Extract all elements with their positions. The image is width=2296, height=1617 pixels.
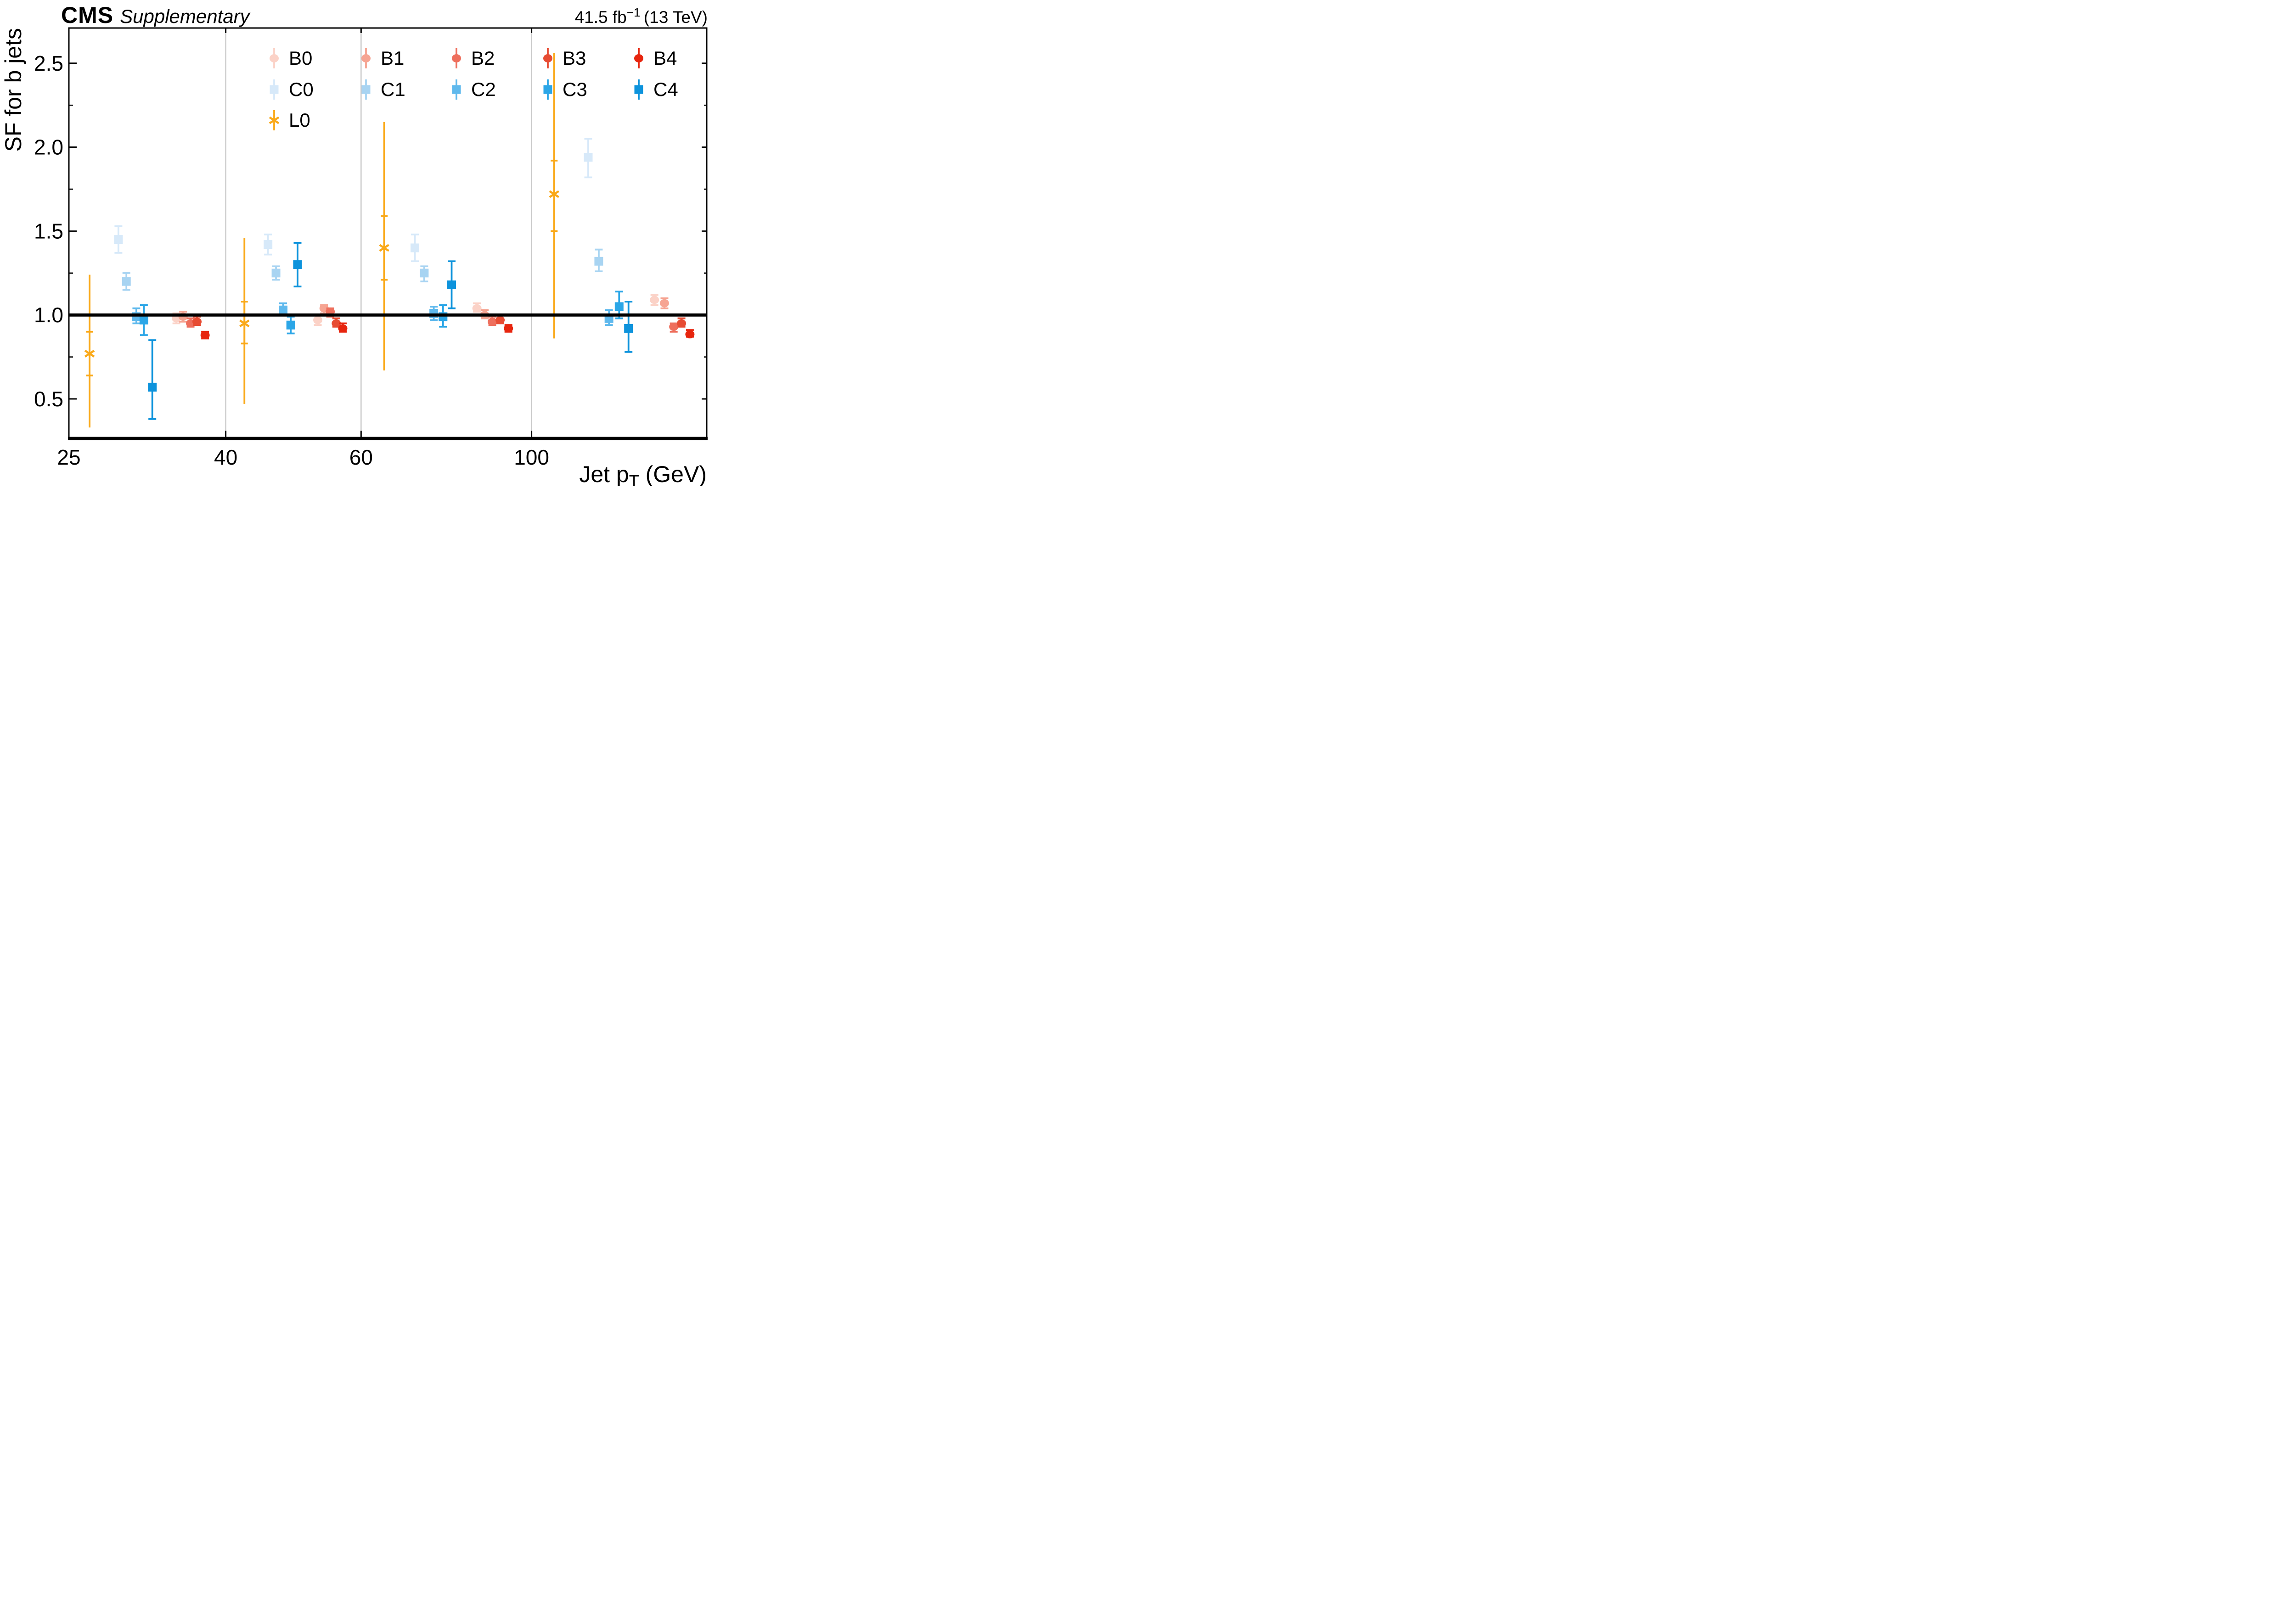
legend-label-B0: B0 (289, 47, 312, 69)
legend-entry-B1: B1 (361, 47, 404, 69)
lumi-value: 41.5 fb (574, 8, 627, 27)
x-tick-label-60: 60 (349, 445, 373, 469)
marker-C0-0 (114, 235, 123, 244)
legend-entry-B4: B4 (634, 47, 677, 69)
experiment-label: CMS (61, 2, 114, 28)
legend-entry-C2: C2 (452, 79, 496, 100)
series-C3 (139, 291, 624, 336)
figure: CMS Supplementary 41.5 fb−1 (13 TeV) 25 4… (0, 0, 709, 486)
series-L0 (84, 53, 560, 428)
legend-entry-B0: B0 (270, 47, 312, 69)
marker-B3-3 (677, 319, 687, 328)
legend-marker-C2 (452, 85, 461, 94)
marker-L0-3 (549, 190, 560, 198)
marker-B2-3 (669, 322, 679, 331)
legend-marker-L0 (269, 116, 280, 124)
marker-B3-2 (495, 316, 505, 325)
marker-L0-1 (239, 320, 250, 327)
marker-C4-2 (447, 280, 456, 289)
marker-C1-3 (594, 257, 603, 266)
marker-C1-2 (420, 269, 429, 278)
legend-marker-B2 (452, 54, 461, 62)
marker-B0-1 (313, 316, 323, 325)
series-C4 (148, 242, 633, 420)
marker-C1-1 (271, 269, 281, 278)
legend: B0 B1 B2 B3 B4 C0 C1 C2 C3 C4 L0 (269, 47, 678, 131)
legend-entry-B3: B3 (543, 47, 586, 69)
marker-C4-0 (148, 382, 157, 392)
marker-C0-1 (264, 240, 273, 249)
header-left: CMS Supplementary (61, 2, 250, 28)
legend-label-B2: B2 (471, 47, 495, 69)
marker-C1-0 (122, 277, 131, 286)
marker-C0-2 (411, 243, 420, 253)
x-tick-label-100: 100 (514, 445, 549, 469)
marker-C3-1 (286, 320, 295, 330)
legend-marker-C4 (634, 85, 643, 94)
chart-canvas: 25 40 60 100 0.5 1.0 1.5 2.0 2.5 Jet pT (GeV) SF f… (0, 27, 708, 486)
marker-L0-0 (84, 349, 95, 358)
legend-marker-C0 (270, 85, 279, 94)
legend-entry-C3: C3 (543, 79, 587, 100)
marker-C4-3 (624, 324, 633, 333)
supplementary-label: Supplementary (120, 6, 250, 27)
legend-marker-B3 (543, 54, 552, 62)
lumi-energy: (13 TeV) (640, 8, 708, 27)
legend-label-C3: C3 (563, 79, 587, 100)
legend-marker-B4 (634, 54, 643, 62)
y-tick-label-0.5: 0.5 (34, 387, 63, 411)
x-tick-label-25: 25 (57, 445, 80, 469)
y-tick-label-2.5: 2.5 (34, 51, 63, 75)
series-C1 (122, 248, 603, 291)
series-B2 (186, 307, 679, 333)
legend-entry-C0: C0 (270, 79, 314, 100)
legend-label-C2: C2 (471, 79, 496, 100)
marker-C4-1 (293, 260, 302, 269)
marker-B4-2 (504, 324, 513, 333)
marker-C2-1 (279, 305, 288, 314)
marker-B4-3 (685, 330, 695, 339)
marker-L0-2 (379, 244, 389, 252)
x-axis-title: Jet pT (GeV) (579, 461, 707, 486)
marker-B3-0 (192, 317, 202, 326)
series-B1 (178, 297, 669, 323)
legend-label-B1: B1 (381, 47, 404, 69)
legend-label-C1: C1 (381, 79, 405, 100)
marker-B0-2 (472, 304, 482, 313)
series-B0 (172, 294, 659, 326)
legend-entry-L0: L0 (269, 109, 310, 131)
y-tick-label-1.5: 1.5 (34, 219, 63, 243)
marker-B4-1 (338, 324, 348, 333)
series-C0 (114, 138, 593, 263)
legend-label-B4: B4 (653, 47, 677, 69)
legend-label-C0: C0 (289, 79, 314, 100)
marker-C3-3 (614, 302, 624, 311)
y-tick-label-2.0: 2.0 (34, 135, 63, 159)
marker-B3-1 (332, 319, 341, 328)
legend-label-B3: B3 (563, 47, 586, 69)
lumi-label: 41.5 fb−1 (13 TeV) (575, 6, 708, 27)
marker-B4-0 (200, 331, 210, 339)
y-tick-label-1.0: 1.0 (34, 303, 63, 327)
marker-B1-3 (659, 299, 669, 308)
legend-marker-C3 (543, 85, 552, 94)
x-tick-label-40: 40 (214, 445, 237, 469)
legend-marker-B1 (361, 54, 371, 62)
legend-marker-C1 (361, 85, 371, 94)
series-B4 (200, 322, 695, 340)
marker-C0-3 (584, 152, 593, 162)
marker-B0-3 (650, 296, 659, 304)
legend-entry-B2: B2 (452, 47, 495, 69)
legend-label-C4: C4 (653, 79, 678, 100)
series-B3 (192, 314, 687, 328)
marker-C3-0 (139, 315, 148, 325)
lumi-exponent: −1 (626, 6, 641, 19)
legend-entry-C4: C4 (634, 79, 678, 100)
legend-label-L0: L0 (289, 109, 310, 131)
legend-entry-C1: C1 (361, 79, 405, 100)
y-axis-title: SF for b jets (0, 28, 26, 152)
marker-B2-2 (488, 317, 497, 326)
legend-marker-B0 (270, 54, 279, 62)
